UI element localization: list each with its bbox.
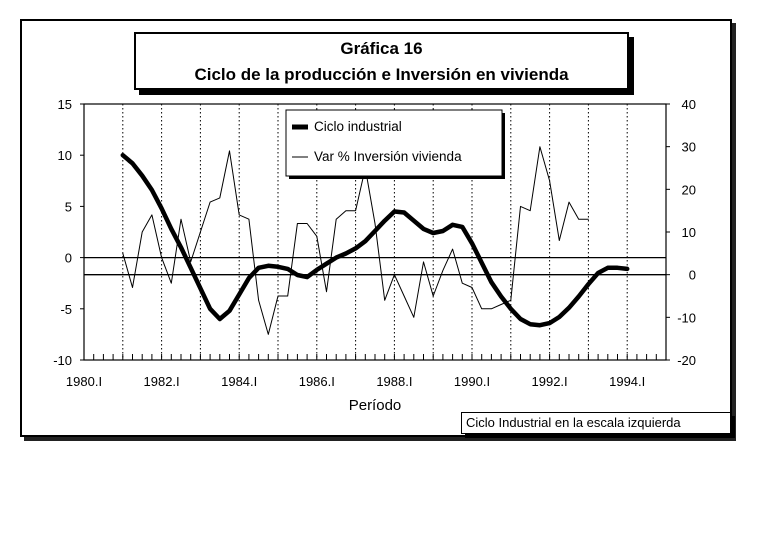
x-axis-tick-label: 1994.I — [609, 374, 645, 389]
chart-title: Gráfica 16 — [340, 39, 423, 58]
series-line-ciclo-industrial — [120, 152, 630, 328]
chart-subtitle: Ciclo de la producción e Inversión en vi… — [194, 65, 569, 84]
right-axis-tick-label: 0 — [689, 268, 696, 283]
x-axis-tick-label: 1988.I — [376, 374, 412, 389]
legend-label: Ciclo industrial — [314, 119, 402, 134]
right-axis-tick-label: -10 — [677, 310, 696, 325]
x-axis-tick-label: 1992.I — [532, 374, 568, 389]
x-axis-tick-label: 1982.I — [144, 374, 180, 389]
right-axis-tick-label: 10 — [682, 225, 696, 240]
right-axis-tick-label: 30 — [682, 140, 696, 155]
axis-note: Ciclo Industrial en la escala izquierda — [461, 412, 731, 434]
legend-label: Var % Inversión vivienda — [314, 149, 462, 164]
legend-box — [285, 109, 503, 177]
left-axis-tick-label: 10 — [58, 148, 72, 163]
x-axis-tick-label: 1984.I — [221, 374, 257, 389]
right-axis-tick-label: 20 — [682, 182, 696, 197]
title-box: Gráfica 16 Ciclo de la producción e Inve… — [134, 32, 629, 90]
left-axis-tick-label: 0 — [65, 251, 72, 266]
x-axis-tick-label: 1980.I — [66, 374, 102, 389]
right-axis-tick-label: -20 — [677, 353, 696, 368]
x-axis-tick-label: 1986.I — [299, 374, 335, 389]
left-axis-tick-label: 15 — [58, 97, 72, 112]
left-axis-tick-label: -10 — [53, 353, 72, 368]
left-axis-tick-label: -5 — [60, 302, 72, 317]
right-axis-tick-label: 40 — [682, 97, 696, 112]
x-axis-tick-label: 1990.I — [454, 374, 490, 389]
left-axis-tick-label: 5 — [65, 199, 72, 214]
x-axis-label: Período — [349, 397, 402, 414]
